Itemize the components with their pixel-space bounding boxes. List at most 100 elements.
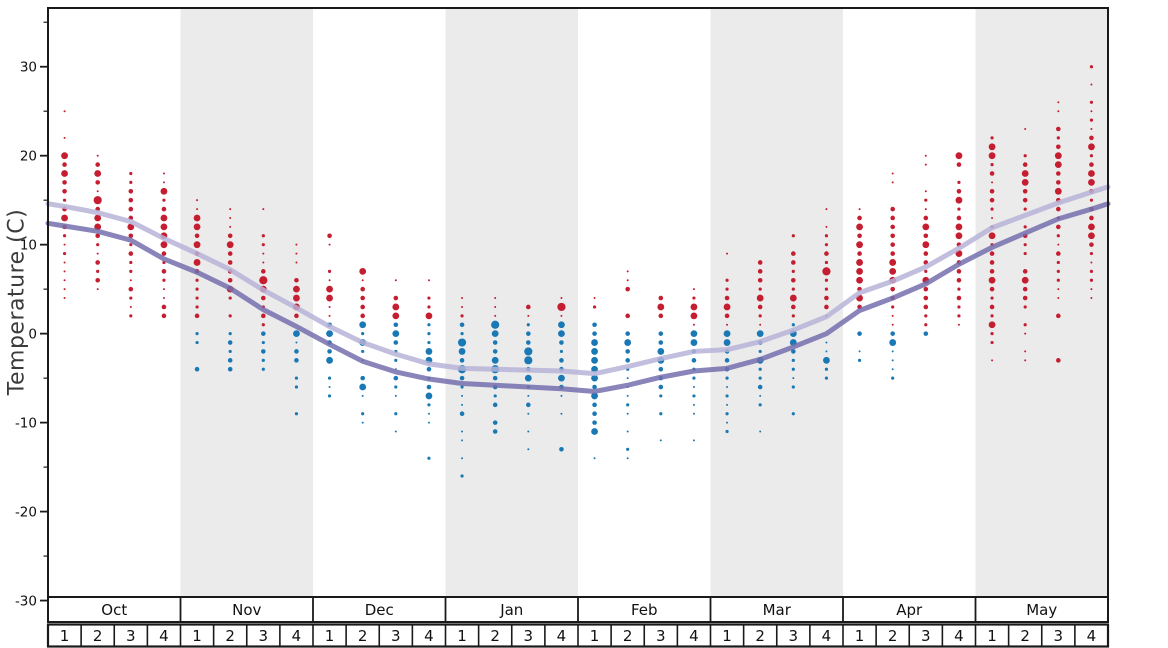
temperature-dot [359, 321, 367, 329]
temperature-dot [128, 286, 134, 292]
temperature-dot [459, 411, 465, 417]
temperature-dot [891, 350, 894, 353]
temperature-dot [657, 303, 665, 311]
month-label: Jan [499, 601, 523, 619]
temperature-dot [988, 152, 996, 160]
temperature-dot [1056, 126, 1061, 132]
week-label: 4 [557, 627, 567, 645]
week-label: 4 [1087, 627, 1097, 645]
temperature-dot [194, 233, 200, 239]
temperature-dot [1056, 234, 1060, 238]
temperature-dot [690, 312, 698, 320]
temperature-dot [659, 439, 662, 442]
temperature-dot [162, 288, 165, 291]
temperature-dot [789, 294, 797, 302]
temperature-dot [328, 314, 331, 317]
temperature-dot [560, 297, 563, 300]
temperature-dot [261, 323, 265, 327]
temperature-dot [692, 386, 695, 389]
temperature-dot [626, 457, 629, 460]
temperature-dot [990, 162, 994, 167]
temperature-dot [592, 305, 597, 309]
temperature-dot [759, 323, 762, 326]
shaded-month-band [975, 8, 1108, 597]
temperature-dot [692, 288, 695, 291]
week-label: 1 [60, 627, 70, 645]
temperature-dot [359, 267, 367, 275]
temperature-dot [723, 330, 731, 338]
temperature-dot [161, 251, 167, 256]
temperature-dot [195, 287, 199, 291]
temperature-dot [823, 356, 830, 364]
temperature-dot [96, 154, 99, 157]
temperature-dot [857, 215, 862, 221]
temperature-dot [427, 421, 430, 424]
temperature-dot [527, 412, 530, 415]
temperature-dot [856, 276, 863, 284]
temperature-dot [162, 181, 165, 184]
temperature-dot [195, 278, 199, 282]
temperature-dot [924, 269, 928, 273]
temperature-dot [791, 314, 795, 318]
temperature-dot [791, 358, 795, 362]
y-tick-label: 10 [20, 237, 37, 253]
week-label: 3 [921, 627, 931, 645]
temperature-dot [957, 323, 960, 326]
temperature-dot [858, 208, 861, 211]
temperature-dot [62, 188, 67, 194]
temperature-dot [1056, 136, 1060, 140]
temperature-dot [425, 348, 433, 355]
temperature-dot [95, 180, 100, 185]
temperature-dot [1089, 198, 1094, 202]
temperature-dot [427, 305, 431, 309]
temperature-dot [1056, 224, 1061, 230]
temperature-dot [361, 421, 364, 424]
temperature-dot [1054, 161, 1062, 168]
temperature-dot [458, 348, 466, 355]
temperature-dot [394, 430, 397, 433]
week-label: 2 [490, 627, 500, 645]
temperature-dot [757, 384, 763, 390]
temperature-dot [1089, 65, 1094, 69]
temperature-dot [527, 394, 530, 397]
temperature-dot [262, 261, 265, 264]
temperature-dot [491, 330, 499, 338]
temperature-dot [857, 233, 862, 239]
temperature-dot [394, 358, 398, 362]
temperature-dot [129, 314, 133, 318]
temperature-dot [261, 269, 266, 274]
temperature-dot [228, 349, 232, 354]
temperature-dot [957, 207, 961, 211]
temperature-dot [989, 188, 995, 194]
temperature-dot [692, 394, 696, 398]
month-label: Feb [631, 601, 658, 619]
temperature-dot [261, 358, 265, 362]
temperature-dot [1089, 215, 1094, 221]
temperature-dot [956, 188, 962, 194]
temperature-dot [791, 277, 796, 283]
temperature-dot [461, 394, 464, 397]
temperature-dot [889, 339, 897, 346]
temperature-dot [1024, 332, 1027, 335]
month-label: Oct [101, 601, 127, 619]
temperature-dot [1056, 358, 1061, 363]
temperature-dot [294, 349, 299, 354]
temperature-dot [758, 403, 762, 407]
temperature-dot [990, 136, 994, 140]
temperature-dot [95, 277, 100, 283]
temperature-dot [328, 279, 331, 282]
temperature-dot [460, 385, 464, 389]
temperature-dot [988, 321, 996, 329]
temperature-dot [626, 412, 629, 415]
temperature-dot [825, 341, 828, 344]
temperature-dot [791, 412, 795, 416]
temperature-dot [757, 277, 763, 283]
week-label: 1 [192, 627, 202, 645]
temperature-dot [626, 430, 629, 433]
temperature-dot [989, 304, 995, 310]
temperature-dot [96, 190, 99, 193]
temperature-dot [328, 243, 331, 246]
temperature-dot [558, 330, 565, 338]
temperature-dot [193, 223, 201, 231]
temperature-dot [293, 285, 300, 293]
